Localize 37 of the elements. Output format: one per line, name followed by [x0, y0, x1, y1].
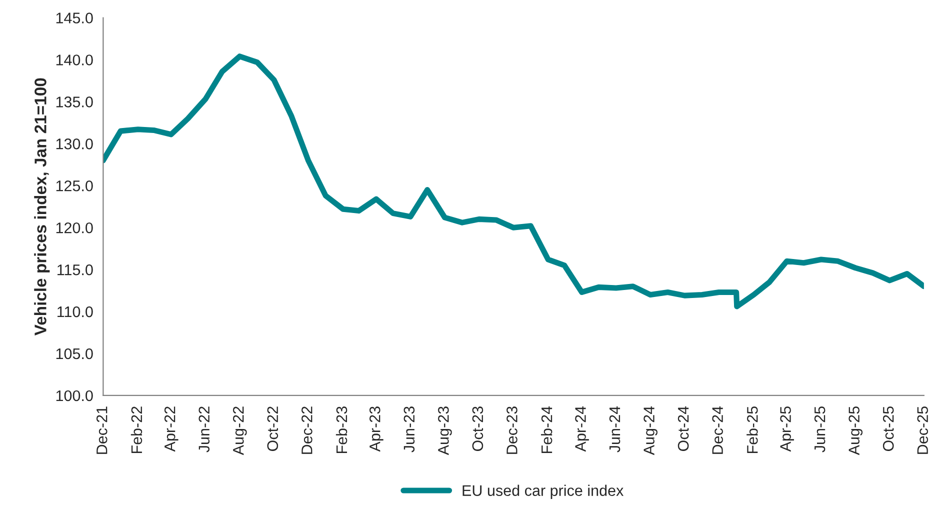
- x-tick-label: Feb-23: [336, 406, 348, 454]
- x-tick-label: Oct-22: [267, 406, 278, 451]
- x-tick-label: Feb-22: [130, 406, 142, 454]
- x-tick-label: Feb-24: [540, 406, 552, 454]
- x-tick-label: Oct-23: [472, 406, 484, 451]
- y-tick-label: 105.0: [56, 348, 93, 360]
- x-tick-label: Dec-23: [506, 406, 518, 454]
- x-tick-label: Aug-23: [438, 406, 452, 456]
- x-tick-label: Jun-25: [814, 406, 826, 452]
- x-tick-label: Apr-23: [369, 406, 384, 452]
- x-tick-label: Apr-25: [780, 406, 794, 452]
- y-tick-label: 130.0: [56, 138, 93, 150]
- x-tick-label: Aug-25: [848, 406, 863, 456]
- y-axis-title: Vehicle prices index, Jan 21=100: [34, 78, 50, 336]
- legend-label: EU used car price index: [462, 484, 624, 499]
- x-tick-label: Jun-23: [404, 406, 415, 452]
- x-tick-label: Jun-22: [198, 406, 210, 452]
- x-tick-label: Dec-25: [917, 406, 928, 454]
- x-tick-label: Feb-25: [746, 406, 758, 454]
- x-tick-label: Aug-24: [644, 406, 658, 456]
- y-tick-label: 120.0: [56, 222, 93, 234]
- x-tick-label: Jun-24: [609, 406, 620, 452]
- x-tick-label: Aug-22: [232, 406, 247, 456]
- y-tick-label: 140.0: [56, 54, 93, 66]
- x-tick-label: Dec-21: [96, 406, 108, 454]
- x-tick-label: Dec-22: [302, 406, 312, 454]
- y-tick-label: 135.0: [56, 96, 93, 108]
- y-tick-label: 100.0: [56, 390, 93, 402]
- y-tick-label: 145.0: [56, 12, 93, 24]
- x-tick-label: Apr-24: [575, 406, 589, 452]
- x-tick-label: Dec-24: [712, 406, 723, 454]
- y-tick-label: 110.0: [58, 306, 93, 318]
- x-tick-label: Apr-22: [164, 406, 178, 452]
- x-tick-label: Oct-24: [678, 406, 689, 451]
- x-tick-label: Oct-25: [882, 406, 894, 451]
- y-tick-label: 115.0: [58, 264, 93, 276]
- y-tick-label: 125.0: [56, 180, 93, 192]
